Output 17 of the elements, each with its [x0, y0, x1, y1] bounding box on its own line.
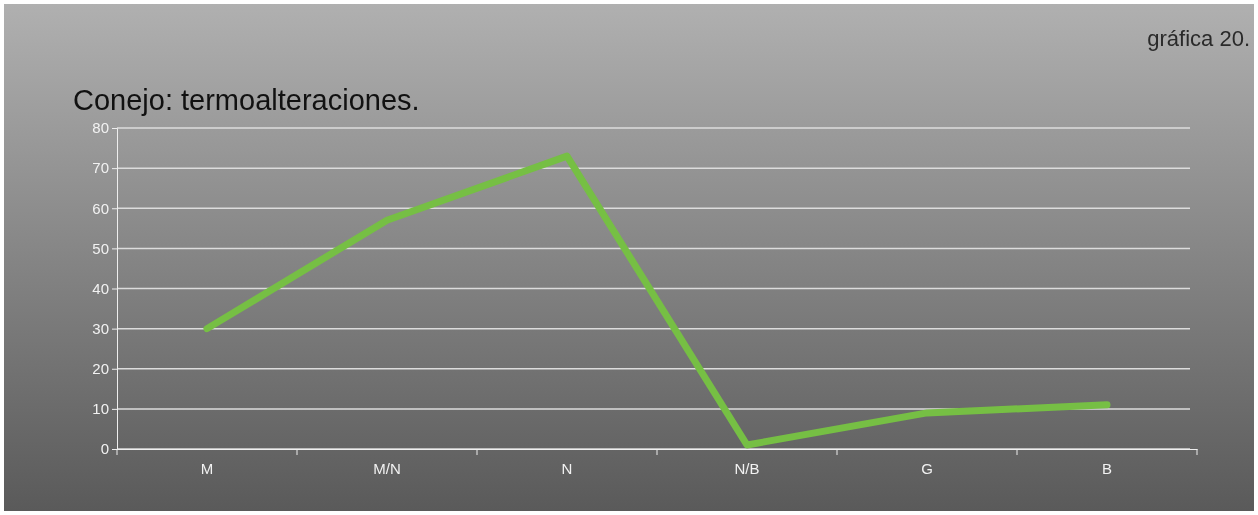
y-tick-label: 20: [92, 360, 109, 378]
y-tick-label: 80: [92, 119, 109, 137]
y-tick-label: 60: [92, 199, 109, 217]
x-tick-label: N: [561, 459, 573, 477]
y-tick-label: 50: [92, 239, 109, 257]
y-tick-label: 0: [100, 440, 109, 458]
x-tick-label: M: [200, 459, 214, 477]
x-tick-label: G: [921, 459, 933, 477]
y-tick-label: 10: [92, 400, 109, 418]
x-tick-label: B: [1101, 459, 1113, 477]
chart-title: Conejo: termoalteraciones.: [73, 84, 420, 116]
x-tick-label: N/B: [734, 459, 760, 477]
y-tick-label: 70: [92, 159, 109, 177]
y-tick-label: 30: [92, 319, 109, 337]
x-tick-label: M/N: [373, 459, 401, 477]
text: gráfica 20.: [1147, 26, 1250, 51]
y-tick-label: 40: [92, 279, 109, 297]
